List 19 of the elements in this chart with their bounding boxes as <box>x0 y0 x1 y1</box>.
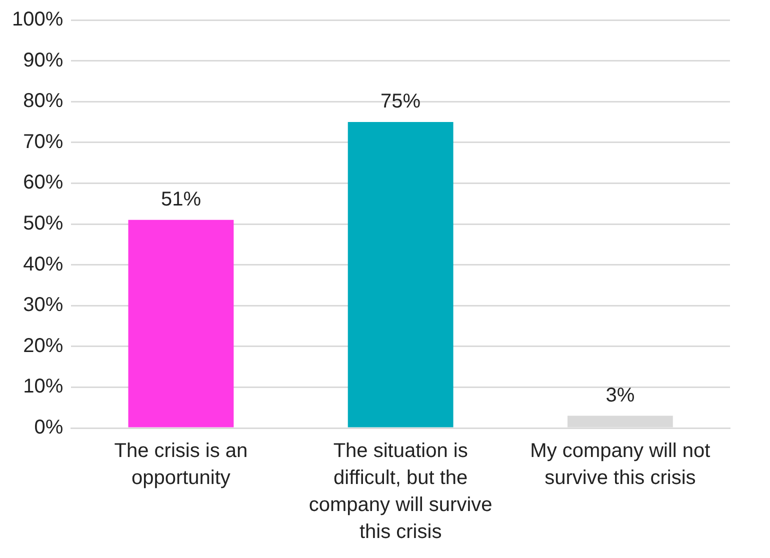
y-tick-label: 10% <box>23 376 64 398</box>
y-tick-label: 30% <box>23 294 64 316</box>
bar <box>128 220 234 428</box>
x-tick-label: My company will not survive this crisis <box>530 440 711 490</box>
y-tick-label: 60% <box>23 172 64 194</box>
data-label: 51% <box>160 188 202 210</box>
data-label: 3% <box>606 384 635 406</box>
data-label: 75% <box>380 90 421 113</box>
y-tick-label: 50% <box>23 212 64 235</box>
y-tick-label: 90% <box>23 49 64 72</box>
y-tick-label: 0% <box>34 416 64 439</box>
y-tick-label: 70% <box>23 130 64 153</box>
y-tick-label: 40% <box>23 253 64 276</box>
x-tick-label: The crisis is an opportunity <box>114 440 248 490</box>
y-tick-label: 20% <box>23 334 64 357</box>
y-tick-label: 80% <box>23 90 64 112</box>
x-tick-label: The situation is difficult, but the company will survive this crisis <box>308 440 492 544</box>
bar <box>348 122 454 428</box>
y-tick-label: 100% <box>12 8 64 31</box>
